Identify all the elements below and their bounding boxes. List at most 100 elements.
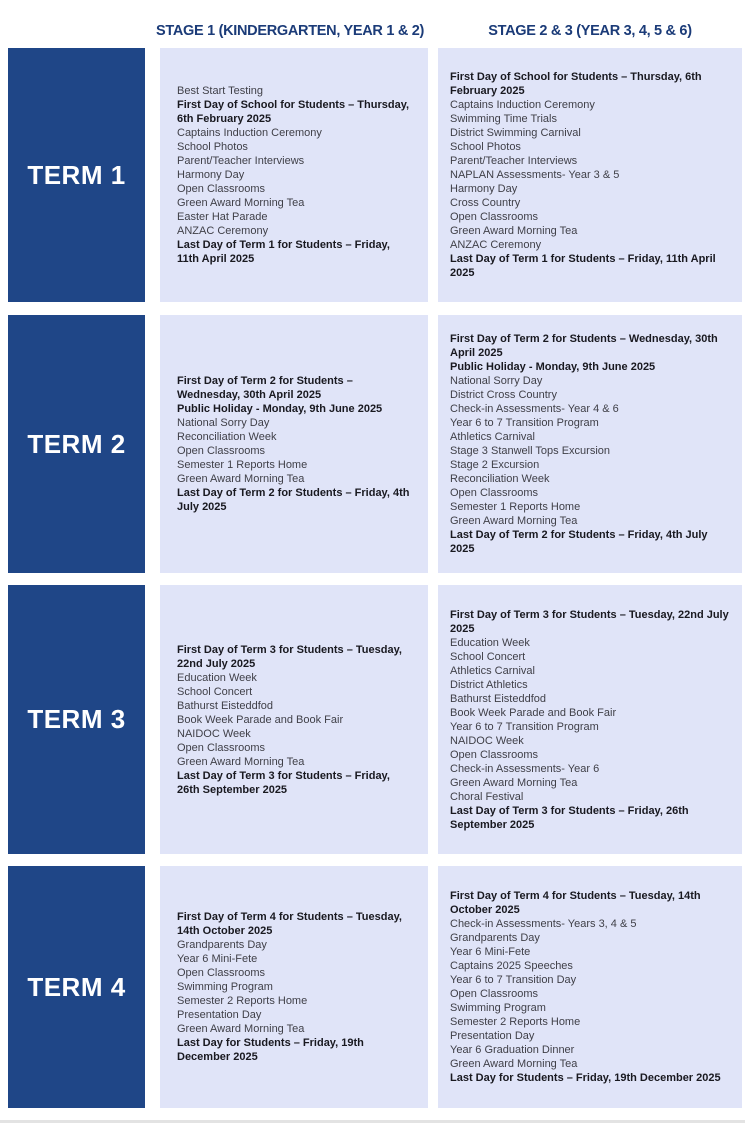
- event-item: Swimming Time Trials: [450, 113, 557, 125]
- event-item: Stage 2 Excursion: [450, 459, 540, 471]
- event-item: Bathurst Eisteddfod: [177, 699, 274, 712]
- term-3-stage1-events: First Day of Term 3 for Students – Tuesd…: [160, 585, 428, 854]
- event-item: Green Award Morning Tea: [450, 1058, 578, 1070]
- event-item: First Day of Term 4 for Students – Tuesd…: [177, 911, 402, 937]
- event-item: Open Classrooms: [450, 748, 539, 761]
- event-item: Cross Country: [450, 197, 521, 209]
- event-item: Open Classrooms: [177, 967, 266, 979]
- term-2-stage1-events: First Day of Term 2 for Students – Wedne…: [160, 315, 428, 573]
- event-item: Parent/Teacher Interviews: [450, 155, 578, 167]
- term-1-label: TERM 1: [27, 159, 126, 190]
- event-item: School Concert: [177, 685, 253, 698]
- event-item: Last Day of Term 1 for Students – Friday…: [450, 253, 716, 279]
- event-item: Easter Hat Parade: [177, 211, 268, 223]
- event-item: Green Award Morning Tea: [177, 197, 305, 209]
- event-item: Bathurst Eisteddfod: [450, 692, 547, 705]
- event-item: Athletics Carnival: [450, 664, 535, 677]
- event-item: First Day of Term 4 for Students – Tuesd…: [450, 890, 701, 916]
- event-item: NAIDOC Week: [450, 734, 524, 747]
- event-item: Captains 2025 Speeches: [450, 960, 573, 972]
- term-3-box: TERM 3: [8, 585, 145, 854]
- event-item: Harmony Day: [450, 183, 518, 195]
- event-item: Semester 2 Reports Home: [450, 1016, 581, 1028]
- page-bottom-edge: [0, 1120, 745, 1123]
- event-item: Last Day of Term 2 for Students – Friday…: [450, 529, 708, 555]
- event-item: District Swimming Carnival: [450, 127, 581, 139]
- event-item: Grandparents Day: [450, 932, 540, 944]
- event-item: Green Award Morning Tea: [450, 776, 578, 789]
- event-item: Education Week: [450, 636, 530, 649]
- term-4-box: TERM 4: [8, 866, 145, 1108]
- term-1-row: TERM 1 Best Start Testing First Day of Sc…: [8, 48, 742, 302]
- event-item: Green Award Morning Tea: [450, 515, 578, 527]
- event-item: Presentation Day: [177, 1009, 262, 1021]
- event-item: First Day of Term 2 for Students – Wedne…: [177, 375, 353, 401]
- event-item: First Day of Term 3 for Students – Tuesd…: [177, 643, 402, 670]
- event-item: Swimming Program: [450, 1002, 546, 1014]
- event-item: Check-in Assessments- Years 3, 4 & 5: [450, 918, 637, 930]
- event-item: First Day of School for Students – Thurs…: [177, 99, 410, 125]
- event-item: Open Classrooms: [177, 741, 266, 754]
- event-item: Year 6 Mini-Fete: [450, 946, 531, 958]
- event-item: Green Award Morning Tea: [450, 225, 578, 237]
- event-item: ANZAC Ceremony: [450, 239, 542, 251]
- event-item: Check-in Assessments- Year 4 & 6: [450, 403, 619, 415]
- term-2-label: TERM 2: [27, 428, 126, 459]
- event-item: Reconciliation Week: [177, 431, 277, 443]
- event-item: Captains Induction Ceremony: [177, 127, 322, 139]
- term-1-box: TERM 1: [8, 48, 145, 302]
- event-item: Year 6 Graduation Dinner: [450, 1044, 575, 1056]
- event-item: Last Day of Term 1 for Students – Friday…: [177, 239, 390, 265]
- event-item: Open Classrooms: [450, 211, 539, 223]
- event-item: Green Award Morning Tea: [177, 1023, 305, 1035]
- event-item: Open Classrooms: [450, 487, 539, 499]
- event-item: Last Day for Students – Friday, 19th Dec…: [450, 1072, 721, 1084]
- event-item: NAPLAN Assessments- Year 3 & 5: [450, 169, 620, 181]
- term-2-box: TERM 2: [8, 315, 145, 573]
- event-item: Athletics Carnival: [450, 431, 535, 443]
- event-item: Green Award Morning Tea: [177, 755, 305, 768]
- event-item: District Athletics: [450, 678, 528, 691]
- event-item: First Day of Term 2 for Students – Wedne…: [450, 333, 718, 359]
- event-item: First Day of School for Students – Thurs…: [450, 71, 702, 97]
- event-item: Book Week Parade and Book Fair: [450, 706, 617, 719]
- event-item: Green Award Morning Tea: [177, 473, 305, 485]
- event-item: National Sorry Day: [450, 375, 543, 387]
- term-2-stage23-events: First Day of Term 2 for Students – Wedne…: [438, 315, 742, 573]
- event-item: Stage 3 Stanwell Tops Excursion: [450, 445, 610, 457]
- term-4-row: TERM 4 First Day of Term 4 for Students …: [8, 866, 742, 1108]
- term-4-stage23-events: First Day of Term 4 for Students – Tuesd…: [438, 866, 742, 1108]
- term-1-stage23-events: First Day of School for Students – Thurs…: [438, 48, 742, 302]
- event-item: Semester 2 Reports Home: [177, 995, 308, 1007]
- event-item: Last Day of Term 3 for Students – Friday…: [450, 804, 689, 831]
- event-item: NAIDOC Week: [177, 727, 251, 740]
- event-item: Education Week: [177, 671, 257, 684]
- event-item: Book Week Parade and Book Fair: [177, 713, 344, 726]
- event-item: School Concert: [450, 650, 526, 663]
- event-item: Captains Induction Ceremony: [450, 99, 595, 111]
- event-item: Best Start Testing: [177, 85, 264, 97]
- event-item: ANZAC Ceremony: [177, 225, 269, 237]
- event-item: Swimming Program: [177, 981, 273, 993]
- term-3-row: TERM 3 First Day of Term 3 for Students …: [8, 585, 742, 854]
- event-item: Year 6 to 7 Transition Day: [450, 974, 577, 986]
- event-item: Parent/Teacher Interviews: [177, 155, 305, 167]
- event-item: Last Day of Term 3 for Students – Friday…: [177, 769, 390, 796]
- event-item: Choral Festival: [450, 790, 524, 803]
- stage1-column-header: STAGE 1 (KINDERGARTEN, YEAR 1 & 2): [155, 23, 425, 39]
- event-item: Check-in Assessments- Year 6: [450, 762, 600, 775]
- event-item: Presentation Day: [450, 1030, 535, 1042]
- event-item: Open Classrooms: [450, 988, 539, 1000]
- term-4-stage1-events: First Day of Term 4 for Students – Tuesd…: [160, 866, 428, 1108]
- event-item: Year 6 to 7 Transition Program: [450, 720, 599, 733]
- event-item: Last Day of Term 2 for Students – Friday…: [177, 487, 410, 513]
- term-3-stage23-events: First Day of Term 3 for Students – Tuesd…: [438, 585, 742, 854]
- event-item: Harmony Day: [177, 169, 245, 181]
- event-item: Public Holiday - Monday, 9th June 2025: [450, 361, 656, 373]
- event-item: Open Classrooms: [177, 183, 266, 195]
- term-3-label: TERM 3: [27, 704, 126, 734]
- event-item: School Photos: [450, 141, 521, 153]
- event-item: Semester 1 Reports Home: [450, 501, 581, 513]
- event-item: Semester 1 Reports Home: [177, 459, 308, 471]
